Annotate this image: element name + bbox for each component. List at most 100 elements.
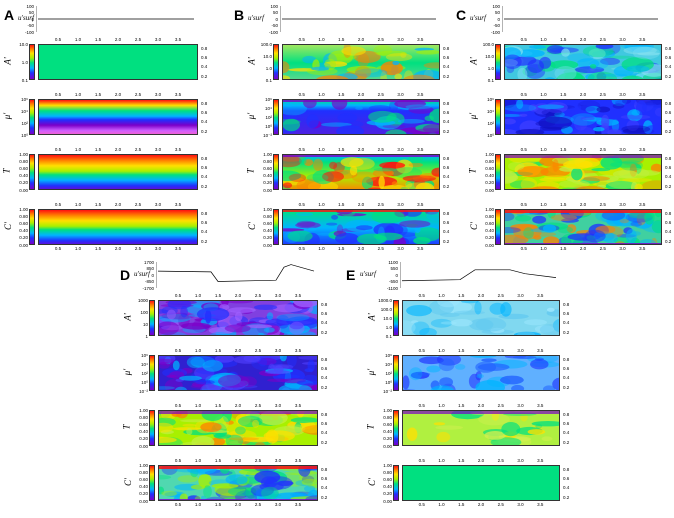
x-tick: 3.0 [517,403,524,408]
x-tick: 3.5 [294,458,302,463]
x-tick: 0.5 [298,246,305,251]
usurf-tick-D-2: 0 [151,272,154,278]
left-tick: 10⁰ [265,123,272,129]
x-tick: 2.0 [234,403,242,408]
left-tick: 10² [21,120,28,126]
right-tick: 0.4 [563,430,570,436]
field-image [403,356,559,390]
x-tick: 2.5 [134,92,142,97]
left-tick: 0.60 [485,220,494,226]
left-tick: 0.20 [263,180,272,186]
right-tick: 0.6 [321,475,328,481]
x-tick: 2.5 [497,403,504,408]
usurf-label-B: u'surf [248,14,264,22]
x-tick: 1.0 [74,202,82,207]
right-tick: 0.8 [665,45,672,51]
right-tick: 0.2 [563,329,570,335]
left-tick: 1.00 [139,407,148,413]
x-tick: 3.5 [417,246,424,251]
left-tick: 100 [140,309,148,315]
field-C-mu [504,99,662,135]
left-tick: 10⁴ [141,361,148,367]
x-tick: 3.5 [537,348,544,353]
usurf-tick-A-3: -50 [27,23,34,28]
left-tick: 0.40 [383,484,392,490]
right-tick: 0.6 [201,219,208,225]
x-tick: 3.5 [639,92,646,97]
usurf-tick-B-3: -50 [271,23,278,28]
xticks-top-C-2: 0.5 1.0 1.5 2.0 2.5 3.0 3.5 [504,147,662,153]
x-tick: 2.0 [234,502,242,507]
x-tick: 3.0 [154,92,162,97]
usurf-tick-B-0: 100 [270,3,278,9]
colorbar-C-C [495,209,501,245]
left-tick: 10⁶ [21,96,28,102]
x-tick: 3.0 [517,348,524,353]
field-E-A [402,300,560,336]
xticks-top-C-0: 0.5 1.0 1.5 2.0 2.5 3.0 3.5 [504,37,662,43]
x-tick: 2.5 [497,502,504,507]
x-tick: 0.5 [418,293,425,298]
right-tick: 0.2 [665,183,672,189]
left-tick: 1000.0 [378,297,392,303]
x-tick: 1.0 [318,202,325,207]
left-tick: 0.60 [139,476,148,482]
x-tick: 1.5 [458,458,465,463]
left-tick: 0.20 [139,436,148,442]
field-E-mu [402,355,560,391]
left-tick: 0.20 [383,436,392,442]
left-tick: 0.20 [19,180,28,186]
panel-letter-C: C [456,7,467,23]
right-tick: 0.4 [665,229,672,235]
x-tick: 2.5 [254,458,262,463]
left-tick: 10.0 [19,41,28,47]
left-tick: 10⁰ [487,132,494,138]
usurf-plot-B [280,6,436,32]
x-tick: 2.5 [134,147,142,152]
x-tick: 1.5 [214,502,222,507]
x-tick: 0.5 [174,403,182,408]
xticks-top-D-2: 0.5 1.0 1.5 2.0 2.5 3.0 3.5 [158,403,318,409]
xticks-top-B-3: 0.5 1.0 1.5 2.0 2.5 3.0 3.5 [282,202,440,208]
left-tick: 10² [265,114,272,120]
left-tick: 0.00 [263,187,272,193]
usurf-tick-C-2: 0 [497,16,500,22]
xticks-bottom-C: 0.5 1.0 1.5 2.0 2.5 3.0 3.5 [504,246,662,252]
left-tick: 0.80 [19,158,28,164]
field-image [39,155,197,189]
left-tick: 10⁶ [385,352,392,358]
right-tick: 0.6 [443,219,450,225]
right-tick: 0.8 [321,466,328,472]
usurf-tick-E-2: 0 [395,272,398,278]
x-tick: 3.5 [537,458,544,463]
x-tick: 1.0 [540,202,547,207]
right-tick: 0.8 [321,356,328,362]
colorbar-D-T [149,410,155,446]
x-tick: 1.5 [338,92,345,97]
x-tick: 2.0 [114,37,122,42]
left-tick: 0.60 [383,421,392,427]
field-image [403,301,559,335]
x-tick: 1.5 [338,202,345,207]
colorbar-E-mu [393,355,399,391]
usurf-plot-A [36,6,194,32]
xticks-bottom-D: 0.5 1.0 1.5 2.0 2.5 3.0 3.5 [158,502,318,508]
left-tick: 10⁴ [487,108,494,114]
x-tick: 2.5 [254,403,262,408]
left-tick: 0.1 [265,77,272,83]
x-tick: 3.5 [294,502,302,507]
x-tick: 0.5 [418,403,425,408]
x-tick: 2.0 [114,147,122,152]
xticks-top-D-3: 0.5 1.0 1.5 2.0 2.5 3.0 3.5 [158,458,318,464]
left-tick: 0.80 [139,414,148,420]
left-tick: 0.40 [485,173,494,179]
left-tick: 10⁴ [21,108,28,114]
x-tick: 0.5 [174,502,182,507]
x-tick: 2.5 [254,502,262,507]
x-tick: 3.0 [397,147,404,152]
right-tick: 0.4 [443,174,450,180]
colorbar-D-mu [149,355,155,391]
right-tick: 0.6 [563,310,570,316]
field-A-T [38,154,198,190]
left-tick: 1.00 [139,462,148,468]
